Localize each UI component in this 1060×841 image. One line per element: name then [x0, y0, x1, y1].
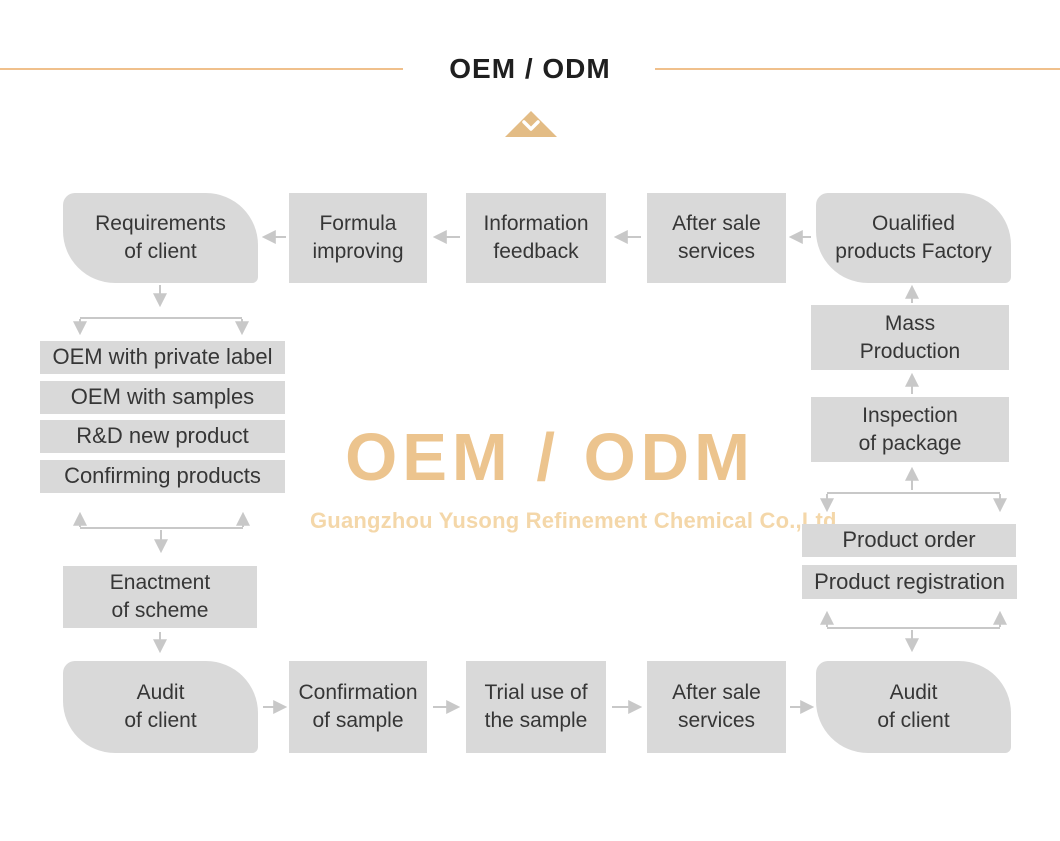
node-oem-with-samples: OEM with samples — [40, 381, 285, 414]
watermark-subtitle: Guangzhou Yusong Refinement Chemical Co.… — [310, 508, 837, 533]
node-requirements-of-client: Requirements of client — [63, 193, 258, 283]
node-inspection-of-package: Inspection of package — [811, 397, 1009, 462]
node-after-sale-services-bottom: After sale services — [647, 661, 786, 753]
node-after-sale-services-top: After sale services — [647, 193, 786, 283]
header-divider-right — [655, 68, 1060, 70]
node-enactment-of-scheme: Enactment of scheme — [63, 566, 257, 628]
watermark-title: OEM / ODM — [345, 420, 755, 495]
header-divider-left — [0, 68, 403, 70]
node-formula-improving: Formula improving — [289, 193, 427, 283]
node-product-registration: Product registration — [802, 565, 1017, 599]
page-title: OEM / ODM — [449, 53, 611, 84]
node-mass-production: Mass Production — [811, 305, 1009, 370]
node-audit-of-client-right: Audit of client — [816, 661, 1011, 753]
node-information-feedback: Information feedback — [466, 193, 606, 283]
node-oem-private-label: OEM with private label — [40, 341, 285, 374]
node-audit-of-client-left: Audit of client — [63, 661, 258, 753]
node-confirmation-of-sample: Confirmation of sample — [289, 661, 427, 753]
node-rd-new-product: R&D new product — [40, 420, 285, 453]
node-qualified-products-factory: Oualified products Factory — [816, 193, 1011, 283]
node-trial-use-of-sample: Trial use of the sample — [466, 661, 606, 753]
node-confirming-products: Confirming products — [40, 460, 285, 493]
chevron-down-triangle-icon — [505, 111, 557, 137]
node-product-order: Product order — [802, 524, 1016, 557]
